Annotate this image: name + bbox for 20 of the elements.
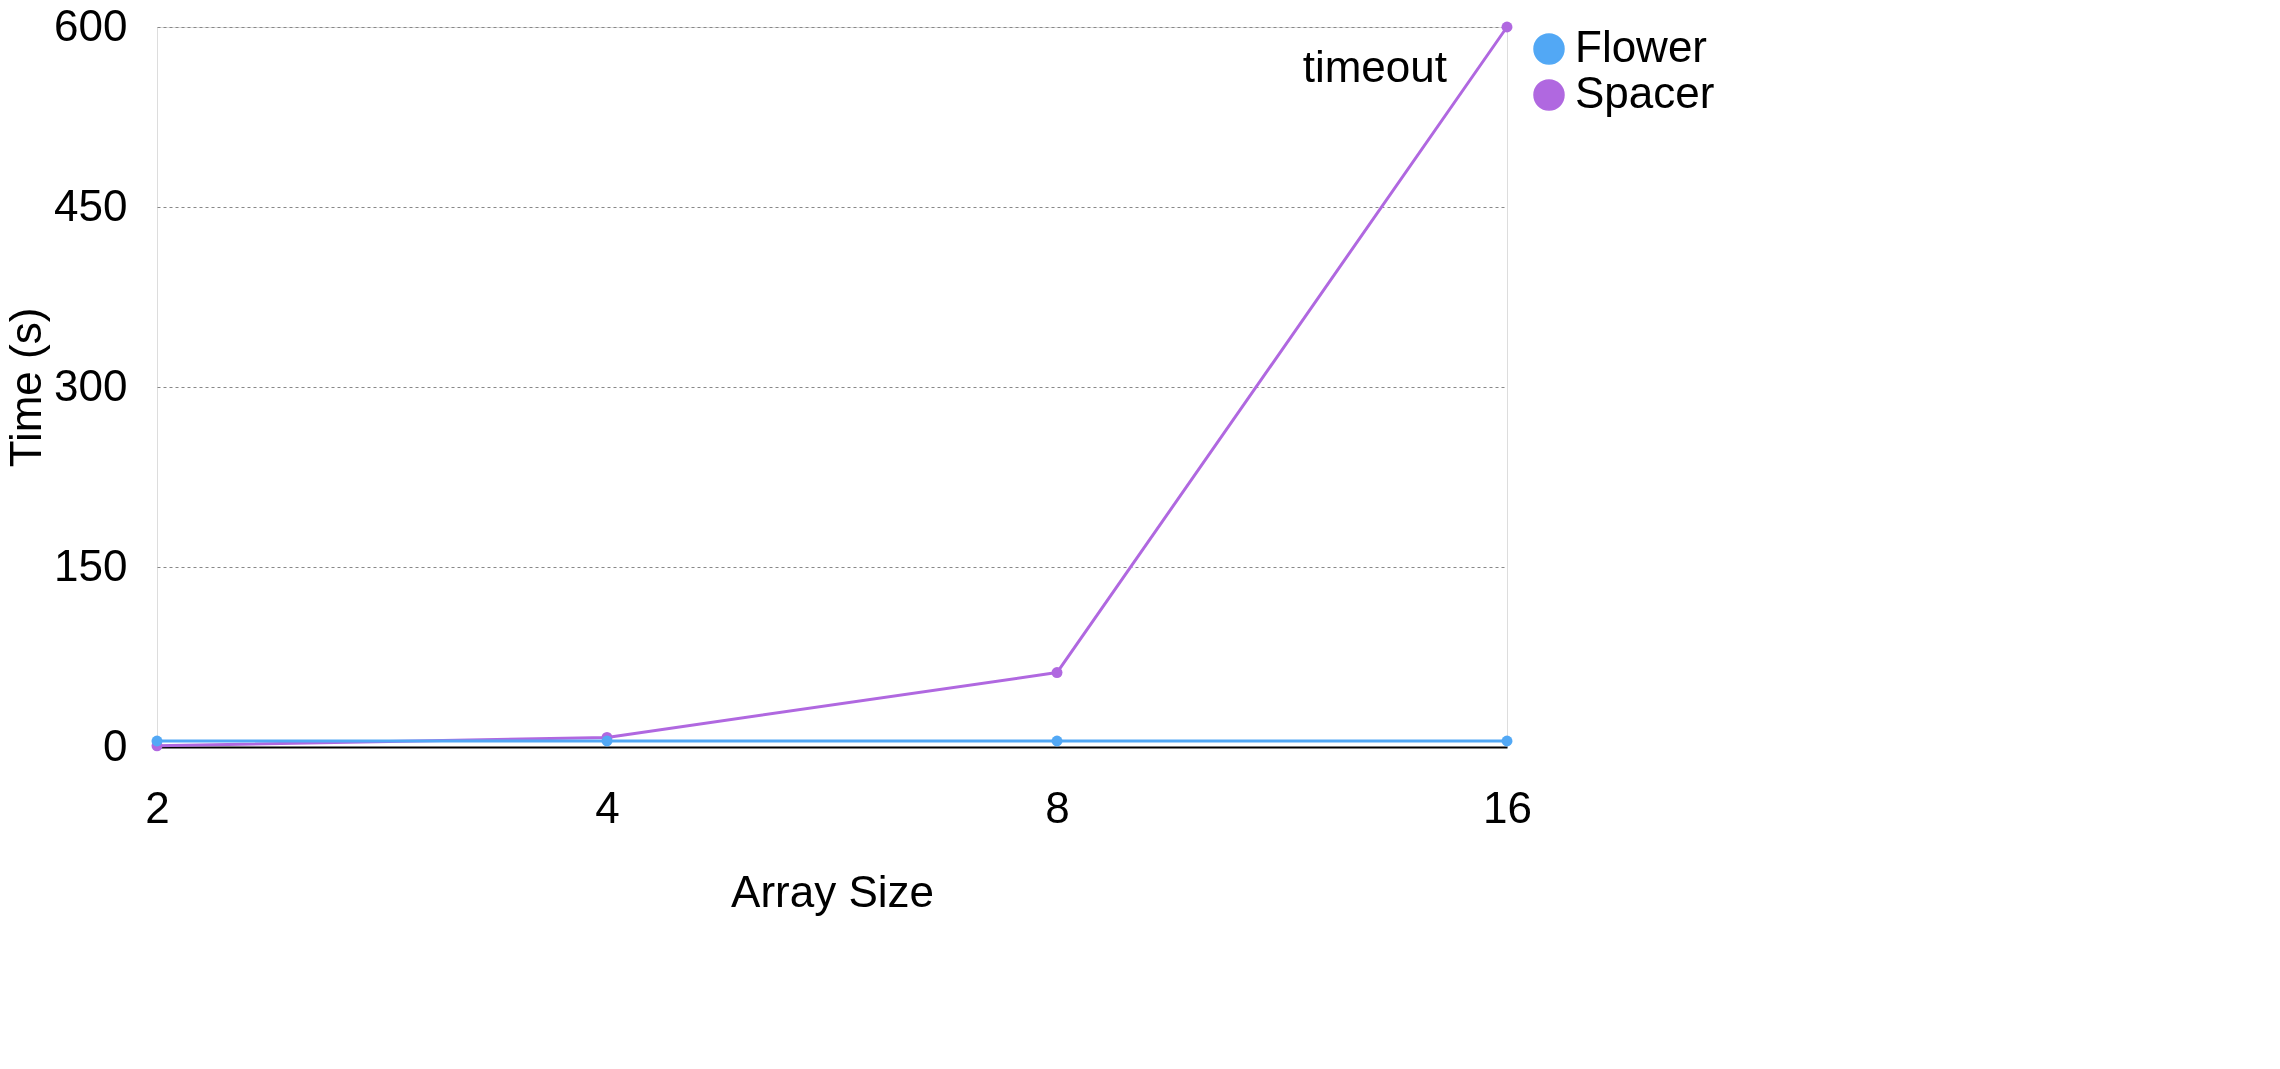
legend-label: Flower [1575,22,1708,71]
point [1501,735,1513,747]
annotation: timeout [1302,42,1447,91]
point [1501,21,1513,33]
x-tick-label: 8 [1045,782,1070,832]
x-tick-label: 2 [145,782,170,832]
point [151,735,163,747]
y-tick-label: 450 [54,180,128,230]
x-tick-label: 4 [595,782,620,832]
x-tick-label: 16 [1483,782,1532,832]
y-tick-label: 0 [103,720,128,770]
x-axis-title: Array Size [731,866,934,916]
point [601,735,613,747]
y-tick-label: 600 [54,0,128,50]
y-tick-label: 150 [54,540,128,590]
legend-label: Spacer [1575,68,1715,117]
point [1051,735,1063,747]
y-axis-title: Time (s) [1,307,51,468]
y-tick-label: 300 [54,360,128,410]
point [1051,667,1063,679]
